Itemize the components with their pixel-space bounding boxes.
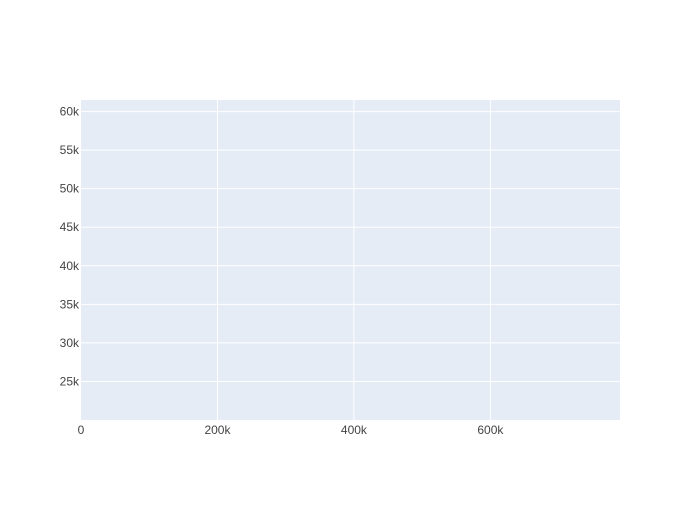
y-tick-label: 50k [60, 182, 80, 196]
y-tick-label: 55k [60, 143, 80, 157]
y-tick-label: 35k [60, 297, 80, 311]
x-tick-label: 200k [204, 423, 231, 437]
x-tick-label: 600k [477, 423, 504, 437]
y-tick-label: 40k [60, 259, 80, 273]
y-axis-tick-labels: 25k 30k 35k 40k 45k 50k 55k 60k [60, 105, 80, 389]
plot-area [81, 100, 620, 420]
y-tick-label: 25k [60, 374, 80, 388]
y-tick-label: 60k [60, 105, 80, 119]
y-gridlines [81, 111, 620, 382]
x-axis-tick-labels: 0 200k 400k 600k [78, 423, 505, 437]
x-gridlines [216, 100, 491, 420]
y-tick-label: 45k [60, 220, 80, 234]
x-tick-label: 0 [78, 423, 85, 437]
x-tick-label: 400k [341, 423, 368, 437]
y-tick-label: 30k [60, 336, 80, 350]
